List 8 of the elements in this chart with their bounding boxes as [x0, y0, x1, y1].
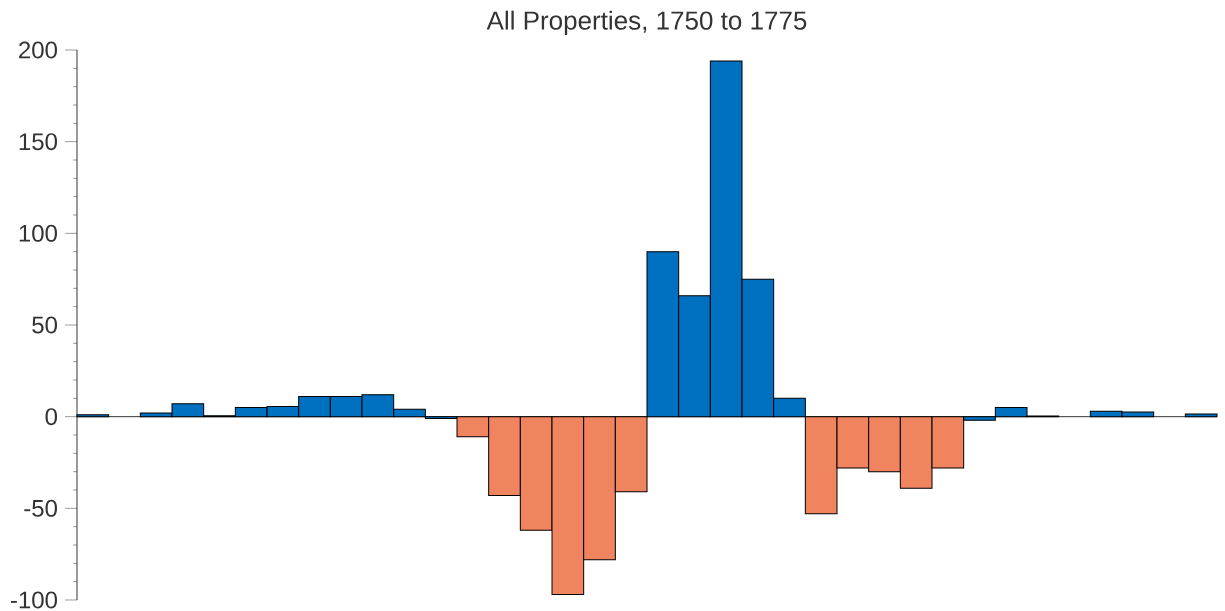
y-tick-label: 200 — [19, 41, 57, 59]
y-tick-label: -50 — [24, 499, 58, 517]
chart-title: All Properties, 1750 to 1775 — [486, 10, 807, 35]
y-tick-label: 0 — [45, 408, 58, 426]
y-tick-label: 150 — [19, 133, 57, 151]
y-tick-label: 50 — [32, 316, 58, 334]
y-tick-label: -100 — [10, 591, 57, 609]
y-tick-label: 100 — [19, 224, 57, 242]
